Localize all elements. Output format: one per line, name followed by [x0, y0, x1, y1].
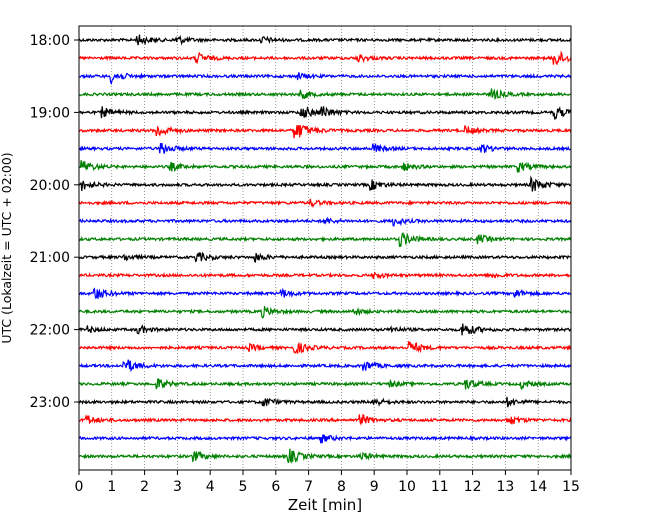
x-tick-label: 3 — [173, 479, 182, 495]
trace-2145 — [79, 306, 572, 319]
x-axis-ticks: 0 1 2 3 4 5 6 7 8 9 10 11 12 13 14 15 — [75, 470, 580, 495]
trace-2230 — [78, 359, 572, 373]
y-tick-label: 22:00 — [30, 323, 70, 339]
y-tick-label: 21:00 — [30, 250, 70, 266]
trace-2100 — [78, 251, 572, 263]
trace-1800 — [78, 34, 572, 46]
x-axis-label: Zeit [min] — [288, 496, 362, 514]
y-tick-label: 23:00 — [30, 395, 70, 411]
seismic-traces — [78, 34, 572, 464]
trace-2345 — [78, 448, 572, 464]
x-tick-label: 15 — [562, 479, 580, 495]
y-tick-label: 18:00 — [30, 33, 70, 49]
trace-2200 — [78, 323, 572, 336]
y-axis-label: UTC (Lokalzeit = UTC + 02:00) — [0, 152, 14, 343]
x-tick-label: 2 — [140, 479, 149, 495]
x-tick-label: 14 — [529, 479, 547, 495]
trace-1915 — [78, 124, 572, 139]
trace-2115 — [78, 271, 572, 280]
x-tick-label: 11 — [431, 479, 449, 495]
y-axis-ticks: 18:00 19:00 20:00 21:00 22:00 23:00 — [30, 33, 79, 411]
x-tick-label: 0 — [75, 479, 84, 495]
trace-2300 — [78, 396, 572, 408]
x-tick-label: 5 — [239, 479, 248, 495]
y-tick-label: 20:00 — [30, 178, 70, 194]
trace-1945 — [78, 160, 572, 173]
trace-2030 — [78, 216, 572, 227]
x-tick-label: 12 — [464, 479, 482, 495]
x-tick-label: 10 — [398, 479, 416, 495]
trace-1900 — [78, 105, 572, 120]
trace-1845 — [78, 88, 572, 101]
trace-2000 — [78, 175, 572, 192]
x-tick-label: 13 — [496, 479, 514, 495]
trace-1830 — [78, 72, 572, 86]
trace-2215 — [78, 341, 572, 354]
trace-1815 — [78, 50, 572, 66]
trace-2130 — [78, 287, 572, 300]
x-tick-label: 7 — [304, 479, 313, 495]
trace-1930 — [78, 142, 572, 154]
trace-2045 — [78, 232, 572, 248]
x-tick-label: 9 — [370, 479, 379, 495]
plot-frame — [78, 25, 572, 471]
x-tick-label: 4 — [206, 479, 215, 495]
y-tick-label: 19:00 — [30, 105, 70, 121]
trace-2245 — [78, 378, 572, 391]
trace-2015 — [78, 198, 572, 209]
x-tick-label: 1 — [107, 479, 116, 495]
trace-2330 — [78, 434, 572, 444]
x-tick-label: 8 — [337, 479, 346, 495]
x-tick-label: 6 — [271, 479, 280, 495]
grid-lines — [111, 26, 539, 470]
trace-2315 — [78, 413, 572, 426]
